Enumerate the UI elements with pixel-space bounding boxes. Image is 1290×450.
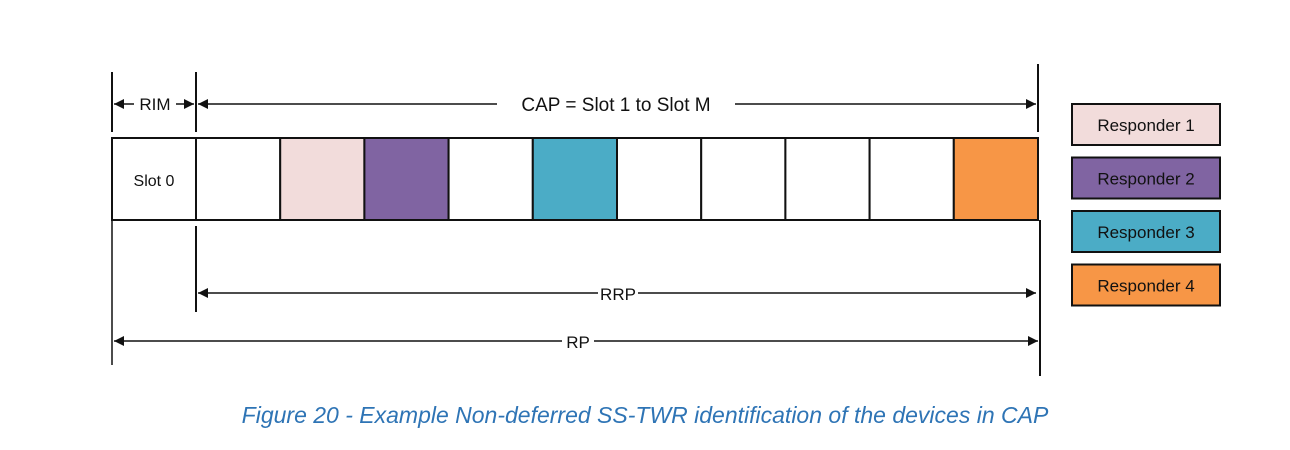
rim-label: RIM (139, 95, 170, 114)
cap-slot-9 (868, 137, 955, 221)
legend-swatch-responder-4 (1071, 263, 1221, 307)
cap-label: CAP = Slot 1 to Slot M (521, 95, 710, 116)
legend: Responder 1 Responder 2 Responder 3 Respond… (1071, 103, 1221, 307)
legend-swatch-responder-3 (1071, 210, 1221, 253)
slot-0-label: Slot 0 (134, 173, 175, 190)
figure-caption: Figure 20 - Example Non-deferred SS-TWR … (241, 402, 1049, 428)
legend-label-responder-1: Responder 1 (1097, 116, 1194, 135)
rrp-label: RRP (600, 285, 636, 304)
rp-label: RP (566, 333, 590, 352)
cap-slot-2 (279, 137, 366, 221)
cap-slot-6 (616, 137, 703, 221)
cap-slot-5 (531, 137, 618, 221)
cap-slot-3 (363, 137, 450, 221)
diagram: RIM CAP = Slot 1 to Slot M Slot 0 RRP RP… (111, 64, 1221, 376)
legend-label-responder-2: Responder 2 (1097, 170, 1194, 189)
cap-slot-4 (447, 137, 534, 221)
cap-slot-1 (195, 137, 282, 221)
legend-label-responder-3: Responder 3 (1097, 223, 1194, 242)
cap-slot-7 (700, 137, 787, 221)
legend-label-responder-4: Responder 4 (1097, 277, 1194, 296)
cap-slots (195, 137, 1039, 221)
legend-swatch-responder-2 (1071, 156, 1221, 200)
legend-swatch-responder-1 (1071, 103, 1221, 146)
cap-slot-8 (784, 137, 871, 221)
cap-slot-10 (952, 137, 1039, 221)
